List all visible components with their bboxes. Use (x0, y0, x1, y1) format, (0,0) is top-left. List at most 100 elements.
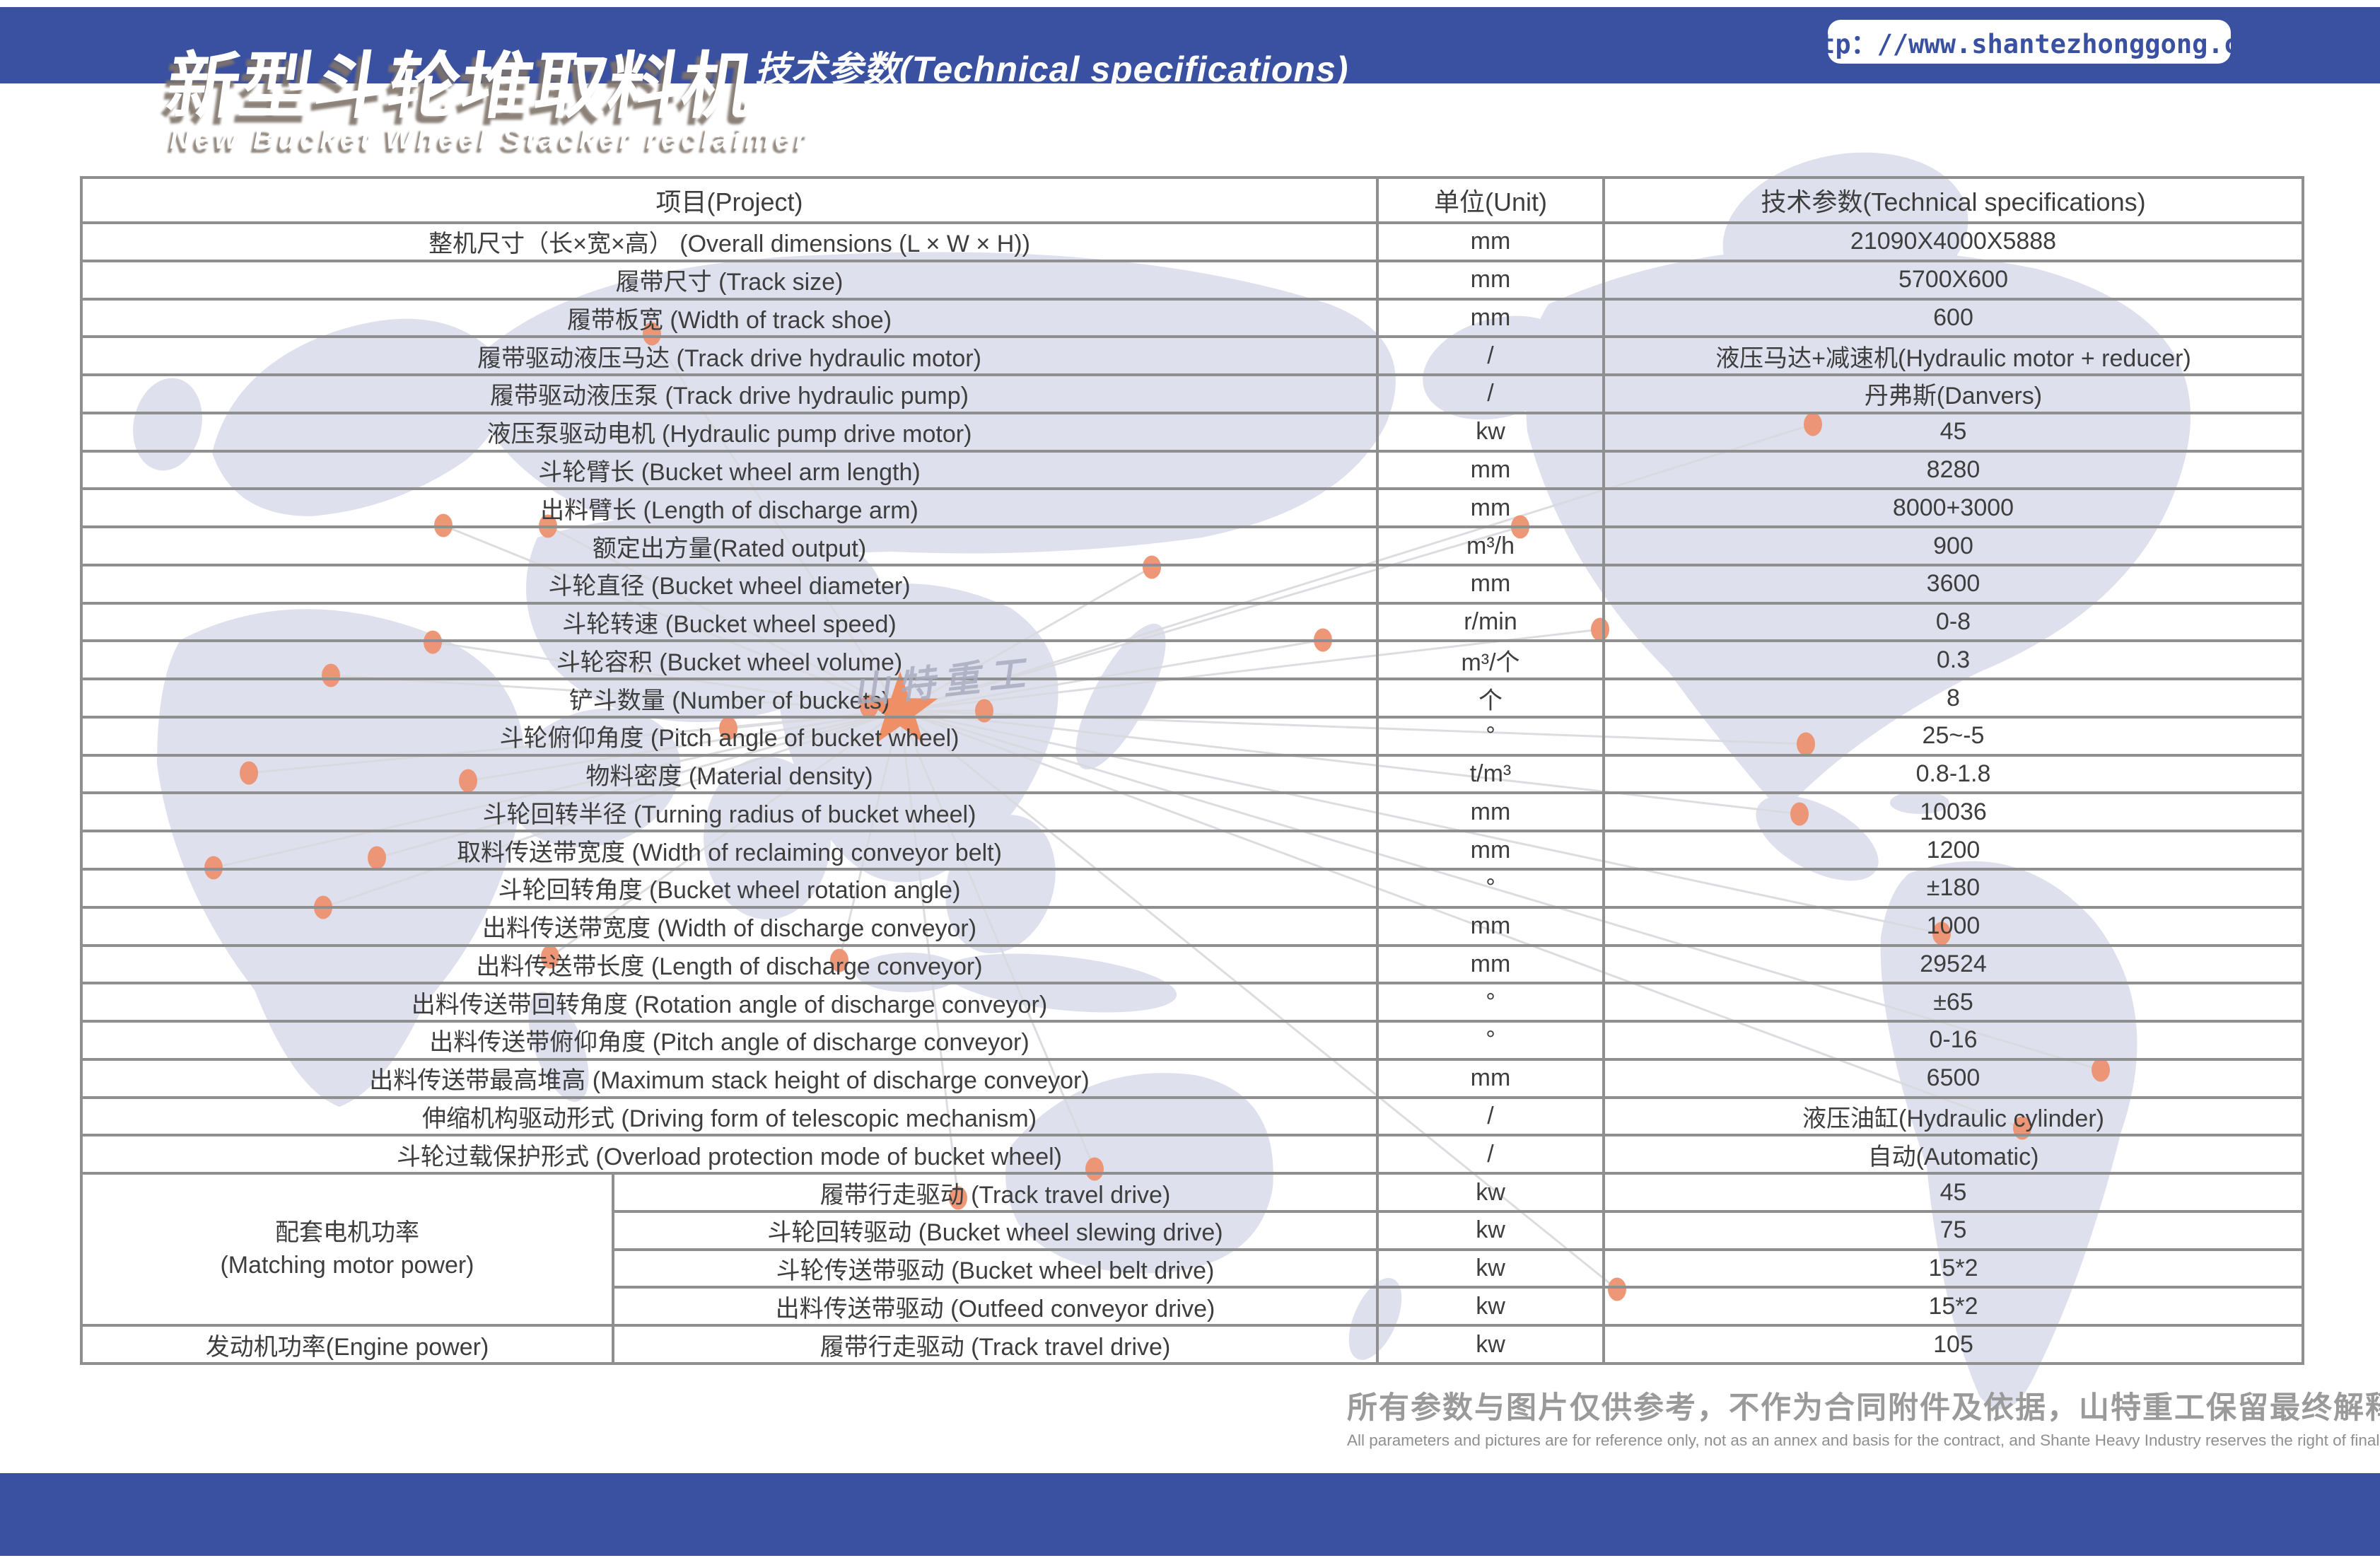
unit-cell: mm (1376, 943, 1605, 985)
unit-cell: / (1376, 335, 1605, 377)
project-cell: 物料密度 (Material density) (80, 753, 1379, 795)
project-cell: 斗轮臂长 (Bucket wheel arm length) (80, 449, 1379, 491)
value-cell: 25~-5 (1602, 715, 2304, 757)
value-cell: ±65 (1602, 982, 2304, 1023)
disclaimer-chinese: 所有参数与图片仅供参考，不作为合同附件及依据，山特重工保留最终解释权。 (1347, 1391, 2380, 1425)
table-row: 出料传送带回转角度 (Rotation angle of discharge c… (80, 982, 2304, 1023)
unit-cell: / (1376, 373, 1605, 414)
table-row: 出料传送带最高堆高 (Maximum stack height of disch… (80, 1057, 2304, 1099)
table-row: 履带板宽 (Width of track shoe) mm 600 (80, 297, 2304, 339)
table-row: 出料臂长 (Length of discharge arm) mm 8000+3… (80, 487, 2304, 529)
value-cell: 丹弗斯(Danvers) (1602, 373, 2304, 414)
unit-cell: ° (1376, 1020, 1605, 1061)
table-row: 斗轮臂长 (Bucket wheel arm length) mm 8280 (80, 449, 2304, 491)
table-row: 斗轮回转驱动 (Bucket wheel slewing drive) kw 7… (81, 1209, 2304, 1251)
project-cell: 出料传送带最高堆高 (Maximum stack height of disch… (80, 1057, 1379, 1099)
unit-cell: mm (1376, 259, 1605, 301)
table-row: 履带驱动液压马达 (Track drive hydraulic motor) /… (80, 335, 2304, 377)
group-label-cn: 配套电机功率 (275, 1219, 419, 1246)
unit-cell: kw (1376, 411, 1605, 453)
table-row: 履带驱动液压泵 (Track drive hydraulic pump) / 丹… (80, 373, 2304, 414)
unit-cell: 个 (1376, 678, 1605, 719)
unit-cell: mm (1376, 221, 1605, 262)
value-cell: 1000 (1602, 905, 2304, 947)
project-cell: 出料传送带回转角度 (Rotation angle of discharge c… (80, 982, 1379, 1023)
value-cell: 29524 (1602, 943, 2304, 985)
unit-cell: m³/个 (1376, 639, 1605, 681)
spec-table: 项目(Project) 单位(Unit) 技术参数(Technical spec… (80, 176, 2304, 1365)
table-row: 斗轮传送带驱动 (Bucket wheel belt drive) kw 15*… (81, 1248, 2304, 1289)
value-cell: 8000+3000 (1602, 487, 2304, 529)
value-cell: 0.8-1.8 (1602, 753, 2304, 795)
unit-cell: mm (1376, 449, 1605, 491)
table-row: 斗轮转速 (Bucket wheel speed) r/min 0-8 (80, 601, 2304, 643)
project-cell: 铲斗数量 (Number of buckets) (80, 678, 1379, 719)
value-cell: 45 (1602, 411, 2304, 453)
website-url-badge[interactable]: Http：//www.shantezhonggong.com (1788, 20, 2271, 64)
sub-project-cell: 斗轮回转驱动 (Bucket wheel slewing drive) (612, 1209, 1379, 1251)
table-row: 斗轮容积 (Bucket wheel volume) m³/个 0.3 (80, 639, 2304, 681)
table-row: 斗轮回转半径 (Turning radius of bucket wheel) … (80, 791, 2304, 833)
table-row: 物料密度 (Material density) t/m³ 0.8-1.8 (80, 753, 2304, 795)
project-cell: 斗轮直径 (Bucket wheel diameter) (80, 563, 1379, 605)
table-row: 发动机功率(Engine power) 履带行走驱动 (Track travel… (80, 1324, 2304, 1365)
value-cell: 液压马达+减速机(Hydraulic motor + reducer) (1602, 335, 2304, 377)
sub-project-cell: 斗轮传送带驱动 (Bucket wheel belt drive) (612, 1248, 1379, 1289)
value-cell: 0.3 (1602, 639, 2304, 681)
project-cell: 斗轮容积 (Bucket wheel volume) (80, 639, 1379, 681)
unit-cell: / (1376, 1134, 1605, 1175)
value-cell: 15*2 (1602, 1248, 2304, 1289)
table-row: 斗轮直径 (Bucket wheel diameter) mm 3600 (80, 563, 2304, 605)
value-cell: 600 (1602, 297, 2304, 339)
table-row: 出料传送带驱动 (Outfeed conveyor drive) kw 15*2 (81, 1286, 2304, 1327)
sub-project-cell: 履带行走驱动 (Track travel drive) (612, 1172, 1379, 1213)
column-header-project: 项目(Project) (80, 176, 1379, 224)
table-row: 履带尺寸 (Track size) mm 5700X600 (80, 259, 2304, 301)
project-cell: 出料传送带长度 (Length of discharge conveyor) (80, 943, 1379, 985)
value-cell: 10036 (1602, 791, 2304, 833)
unit-cell: mm (1376, 297, 1605, 339)
unit-cell: ° (1376, 715, 1605, 757)
value-cell: 900 (1602, 525, 2304, 566)
unit-cell: ° (1376, 982, 1605, 1023)
value-cell: 自动(Automatic) (1602, 1134, 2304, 1175)
project-cell: 斗轮转速 (Bucket wheel speed) (80, 601, 1379, 643)
table-row: 斗轮俯仰角度 (Pitch angle of bucket wheel) ° 2… (80, 715, 2304, 757)
disclaimer-english: All parameters and pictures are for refe… (1347, 1431, 2380, 1449)
sub-project-cell: 履带行走驱动 (Track travel drive) (612, 1324, 1379, 1365)
project-cell: 取料传送带宽度 (Width of reclaiming conveyor be… (80, 830, 1379, 871)
project-cell: 额定出方量(Rated output) (80, 525, 1379, 566)
project-cell: 斗轮回转半径 (Turning radius of bucket wheel) (80, 791, 1379, 833)
project-cell: 斗轮俯仰角度 (Pitch angle of bucket wheel) (80, 715, 1379, 757)
table-row: 取料传送带宽度 (Width of reclaiming conveyor be… (80, 830, 2304, 871)
table-row: 出料传送带长度 (Length of discharge conveyor) m… (80, 943, 2304, 985)
table-row: 整机尺寸（长×宽×高） (Overall dimensions (L × W ×… (80, 221, 2304, 262)
value-cell: 0-8 (1602, 601, 2304, 643)
column-header-spec: 技术参数(Technical specifications) (1602, 176, 2304, 224)
page-title-english: New Bucket Wheel Stacker reclaimer (170, 122, 810, 155)
table-row: 斗轮回转角度 (Bucket wheel rotation angle) ° ±… (80, 868, 2304, 909)
project-cell: 出料传送带俯仰角度 (Pitch angle of discharge conv… (80, 1020, 1379, 1061)
table-row: 额定出方量(Rated output) m³/h 900 (80, 525, 2304, 566)
project-cell: 伸缩机构驱动形式 (Driving form of telescopic mec… (80, 1095, 1379, 1137)
table-header-row: 项目(Project) 单位(Unit) 技术参数(Technical spec… (80, 176, 2304, 224)
project-cell: 斗轮回转角度 (Bucket wheel rotation angle) (80, 868, 1379, 909)
unit-cell: mm (1376, 563, 1605, 605)
project-cell: 履带驱动液压马达 (Track drive hydraulic motor) (80, 335, 1379, 377)
project-cell: 履带驱动液压泵 (Track drive hydraulic pump) (80, 373, 1379, 414)
unit-cell: kw (1376, 1209, 1605, 1251)
unit-cell: ° (1376, 868, 1605, 909)
value-cell: 8 (1602, 678, 2304, 719)
column-header-unit: 单位(Unit) (1376, 176, 1605, 224)
value-cell: 75 (1602, 1209, 2304, 1251)
sub-project-cell: 出料传送带驱动 (Outfeed conveyor drive) (612, 1286, 1379, 1327)
project-cell: 斗轮过载保护形式 (Overload protection mode of bu… (80, 1134, 1379, 1175)
page-subtitle: 技术参数(Technical specifications) (755, 50, 1349, 89)
value-cell: 0-16 (1602, 1020, 2304, 1061)
website-url-text: Http：//www.shantezhonggong.com (1787, 29, 2271, 59)
value-cell: 8280 (1602, 449, 2304, 491)
table-row: 斗轮过载保护形式 (Overload protection mode of bu… (80, 1134, 2304, 1175)
project-cell: 整机尺寸（长×宽×高） (Overall dimensions (L × W ×… (80, 221, 1379, 262)
value-cell: 21090X4000X5888 (1602, 221, 2304, 262)
group-cell-matching-motor-power: 配套电机功率 (Matching motor power) (80, 1172, 614, 1327)
